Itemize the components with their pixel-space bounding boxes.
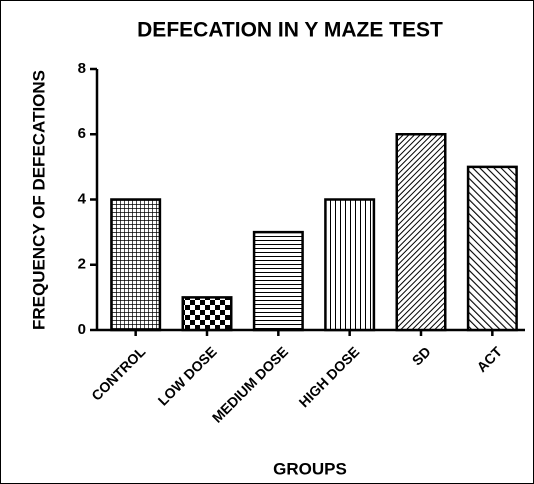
bar [252,230,304,332]
bar [395,133,447,332]
y-axis-label: FREQUENCY OF DEFECATIONS [29,70,48,330]
bar [324,198,376,332]
y-tick-label: 6 [78,125,86,142]
bar [181,296,233,332]
y-tick-label: 0 [78,321,86,338]
y-tick-label: 4 [78,190,87,207]
y-tick-label: 8 [78,60,86,77]
bar [110,198,162,332]
chart-title: DEFECATION IN Y MAZE TEST [137,19,443,42]
bar [466,165,518,332]
x-axis-label: GROUPS [273,459,347,478]
y-tick-label: 2 [78,256,86,273]
